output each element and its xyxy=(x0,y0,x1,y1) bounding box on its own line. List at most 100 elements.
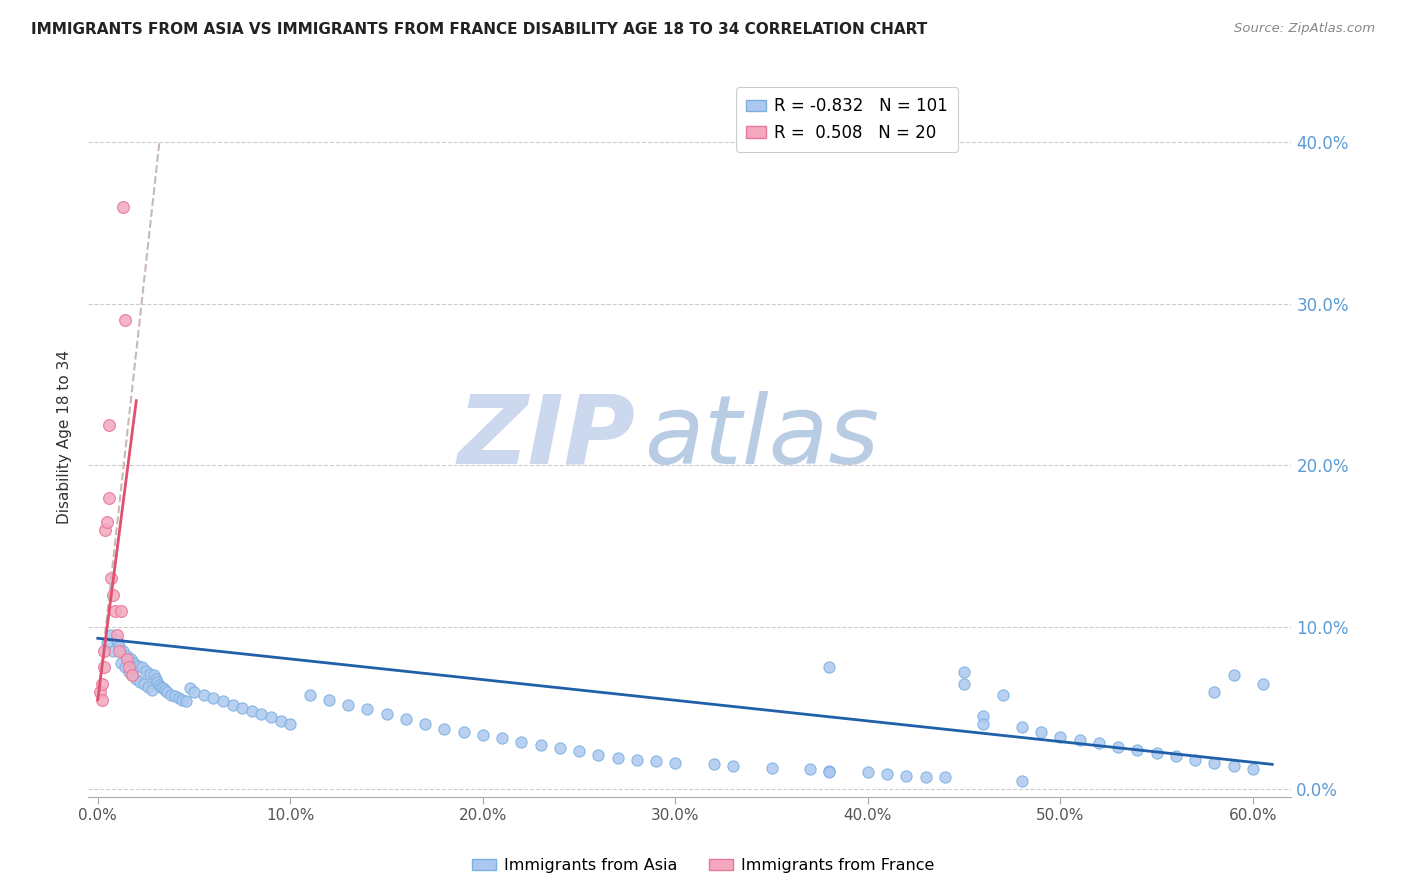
Point xyxy=(914,770,936,784)
Point xyxy=(278,717,301,731)
Point xyxy=(110,656,132,670)
Point xyxy=(141,683,163,698)
Point xyxy=(100,572,122,586)
Point xyxy=(145,672,167,686)
Point xyxy=(270,714,292,728)
Point xyxy=(1088,736,1111,750)
Point xyxy=(1164,749,1187,764)
Point xyxy=(799,762,821,776)
Point xyxy=(135,664,157,678)
Point xyxy=(240,704,263,718)
Point xyxy=(1222,668,1244,682)
Point xyxy=(156,684,179,698)
Point xyxy=(193,688,215,702)
Point xyxy=(356,702,378,716)
Point xyxy=(142,668,165,682)
Point xyxy=(100,628,122,642)
Point xyxy=(1241,762,1264,776)
Point xyxy=(111,200,134,214)
Point xyxy=(818,765,841,780)
Point xyxy=(934,770,956,784)
Point xyxy=(202,691,225,706)
Point xyxy=(991,688,1014,702)
Point xyxy=(110,604,132,618)
Point xyxy=(972,709,994,723)
Text: ZIP: ZIP xyxy=(458,391,636,483)
Point xyxy=(153,683,176,698)
Point xyxy=(1069,733,1091,747)
Point xyxy=(231,700,253,714)
Point xyxy=(1184,752,1206,766)
Legend: R = -0.832   N = 101, R =  0.508   N = 20: R = -0.832 N = 101, R = 0.508 N = 20 xyxy=(737,87,959,152)
Point xyxy=(117,665,139,680)
Legend: Immigrants from Asia, Immigrants from France: Immigrants from Asia, Immigrants from Fr… xyxy=(465,852,941,880)
Point xyxy=(152,681,174,696)
Point xyxy=(90,676,112,690)
Point xyxy=(150,680,173,694)
Point xyxy=(136,680,159,694)
Point xyxy=(148,678,170,692)
Point xyxy=(121,668,143,682)
Point xyxy=(953,665,976,680)
Point xyxy=(395,712,418,726)
Point xyxy=(104,604,127,618)
Point xyxy=(588,747,610,762)
Text: IMMIGRANTS FROM ASIA VS IMMIGRANTS FROM FRANCE DISABILITY AGE 18 TO 34 CORRELATI: IMMIGRANTS FROM ASIA VS IMMIGRANTS FROM … xyxy=(31,22,927,37)
Point xyxy=(856,765,879,780)
Point xyxy=(115,648,138,663)
Point xyxy=(221,698,243,712)
Point xyxy=(721,759,744,773)
Point xyxy=(1204,684,1226,698)
Point xyxy=(548,741,571,756)
Point xyxy=(453,725,475,739)
Point xyxy=(120,652,142,666)
Point xyxy=(250,707,273,722)
Point xyxy=(108,640,131,654)
Point xyxy=(664,756,686,770)
Point xyxy=(111,644,134,658)
Y-axis label: Disability Age 18 to 34: Disability Age 18 to 34 xyxy=(58,350,72,524)
Point xyxy=(1146,746,1168,760)
Point xyxy=(260,710,283,724)
Point xyxy=(1204,756,1226,770)
Point xyxy=(105,628,128,642)
Point xyxy=(96,515,118,529)
Point xyxy=(176,694,198,708)
Point xyxy=(101,644,124,658)
Point xyxy=(413,717,436,731)
Point xyxy=(160,688,183,702)
Point xyxy=(337,698,360,712)
Point xyxy=(298,688,321,702)
Point xyxy=(1011,773,1033,788)
Point xyxy=(626,752,648,766)
Point xyxy=(606,751,628,765)
Point xyxy=(876,767,898,781)
Point xyxy=(375,707,398,722)
Point xyxy=(90,692,112,706)
Point xyxy=(117,660,139,674)
Point xyxy=(972,717,994,731)
Point xyxy=(318,692,340,706)
Point xyxy=(1049,730,1071,744)
Point xyxy=(1011,720,1033,734)
Point xyxy=(114,660,136,674)
Point xyxy=(172,692,194,706)
Point xyxy=(1126,743,1149,757)
Point xyxy=(645,754,668,768)
Point xyxy=(471,728,494,742)
Point xyxy=(93,660,115,674)
Point xyxy=(129,674,152,689)
Point xyxy=(510,735,533,749)
Point xyxy=(101,588,124,602)
Point xyxy=(179,681,201,696)
Point xyxy=(94,523,117,537)
Point xyxy=(953,676,976,690)
Point xyxy=(183,684,205,698)
Point xyxy=(529,738,551,752)
Point xyxy=(124,656,146,670)
Text: Source: ZipAtlas.com: Source: ZipAtlas.com xyxy=(1234,22,1375,36)
Point xyxy=(761,761,783,775)
Point xyxy=(163,690,186,704)
Point xyxy=(93,644,115,658)
Point xyxy=(146,674,169,689)
